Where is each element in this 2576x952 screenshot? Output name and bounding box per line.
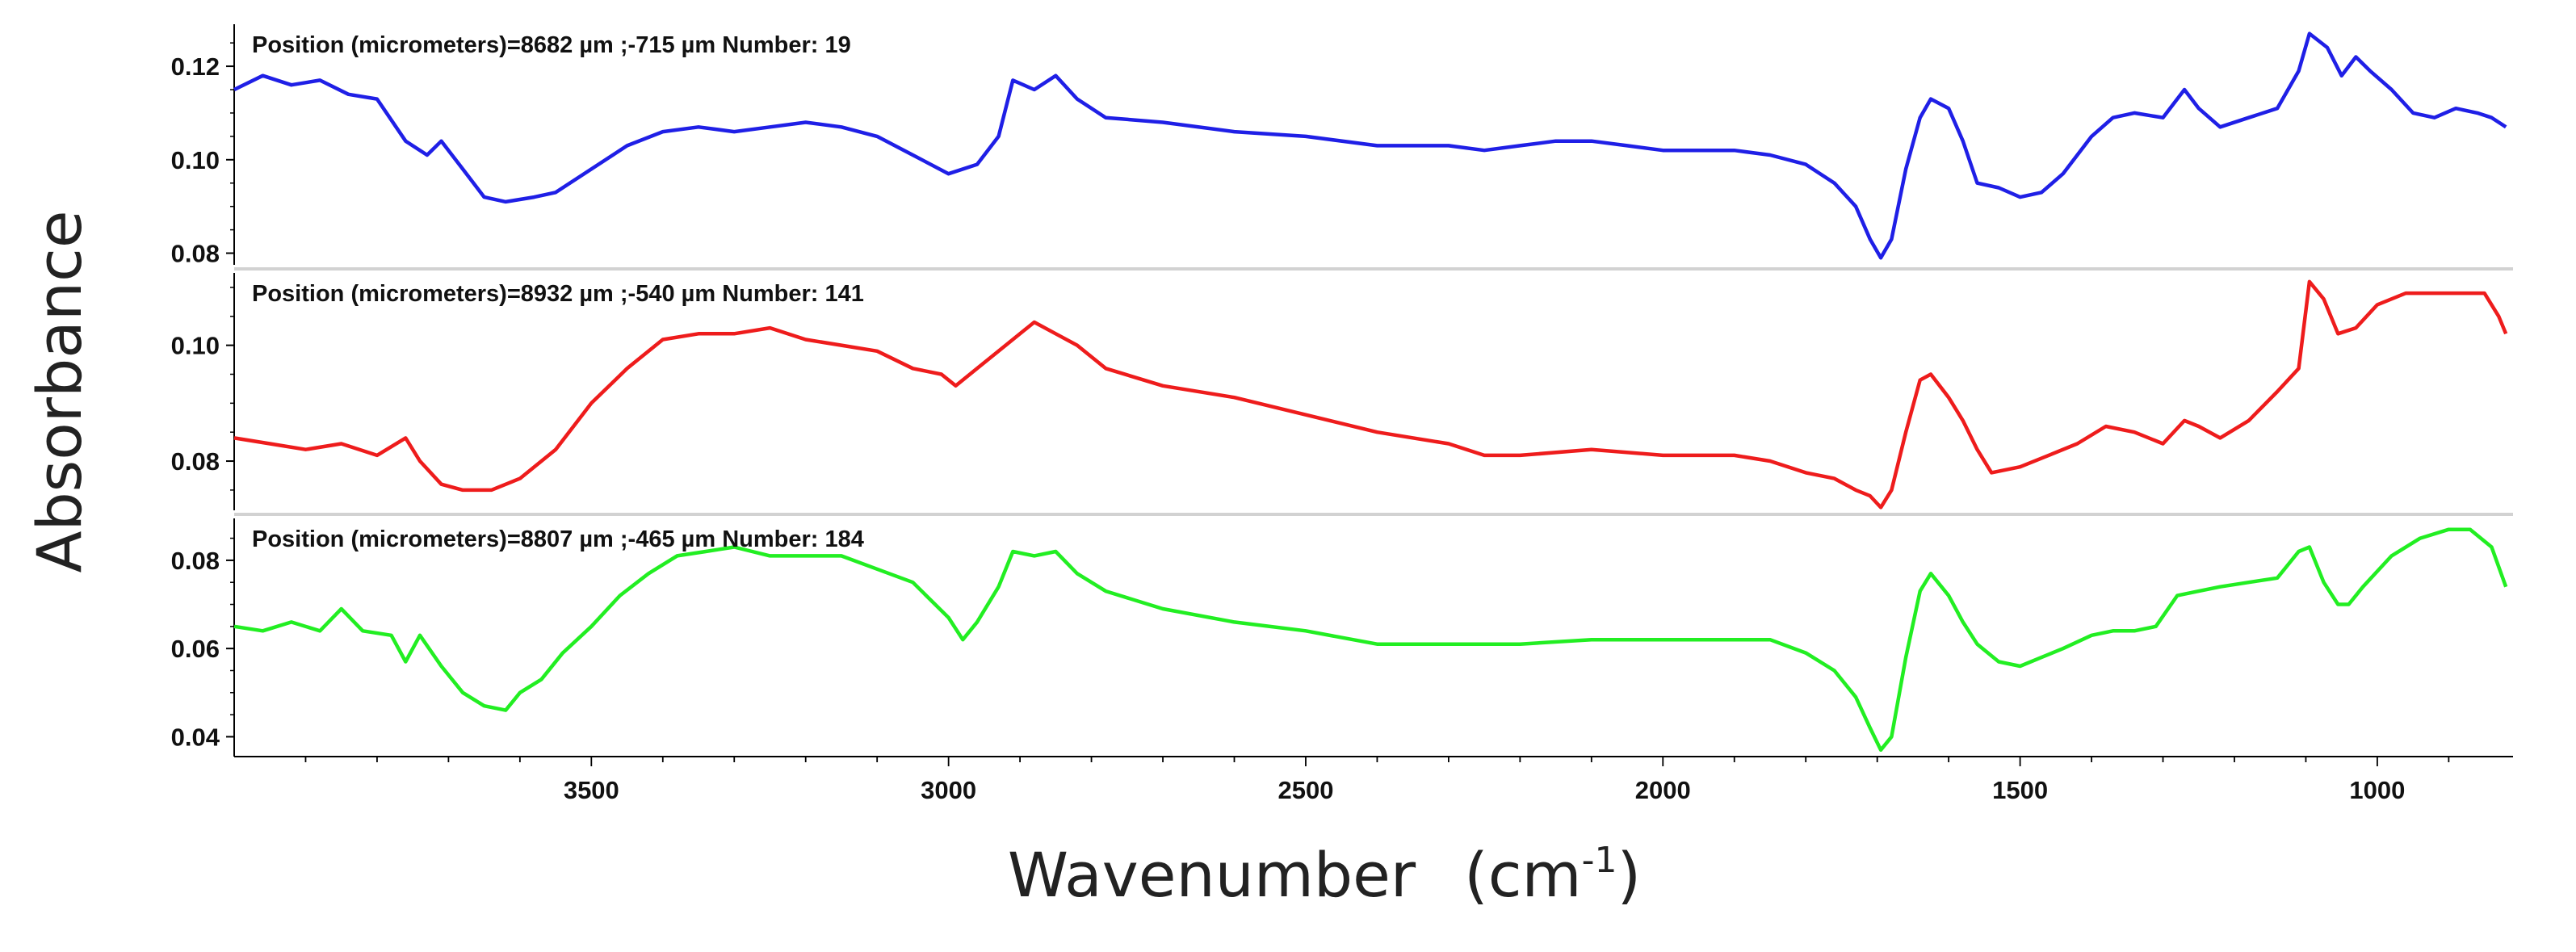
y-tick-label: 0.12 [171, 52, 220, 81]
panel-title: Position (micrometers)=8932 µm ;-540 µm … [252, 281, 864, 307]
x-axis-unit: (cm [1464, 839, 1581, 911]
series-line-spectrum-141 [233, 279, 2508, 510]
x-tick-label: 2000 [1635, 776, 1691, 804]
x-tick-label: 1000 [2349, 776, 2405, 804]
x-axis-label: Wavenumber (cm-1) [1008, 839, 1641, 911]
x-tick-label: 2500 [1278, 776, 1333, 804]
y-tick-label: 0.04 [171, 723, 220, 751]
y-tick-label: 0.08 [171, 240, 220, 268]
x-axis-unit-exponent: -1 [1582, 840, 1617, 881]
x-tick-label: 1500 [1992, 776, 2048, 804]
series-line-spectrum-184 [233, 527, 2508, 753]
x-tick-label: 3000 [921, 776, 976, 804]
y-tick-label: 0.06 [171, 635, 220, 663]
x-axis-unit-close: ) [1617, 839, 1641, 911]
y-tick-label: 0.10 [171, 146, 220, 174]
panel-spectrum-141: 0.08 0.10 Position (micrometers)=8932 µm ;… [171, 267, 2513, 510]
spectra-panels: 0.08 0.10 0.12 Position (micrometers)=8682 … [171, 24, 2513, 757]
panel-title: Position (micrometers)=8807 µm ;-465 µm … [252, 526, 864, 552]
y-tick-label: 0.08 [171, 447, 220, 476]
x-tick-label: 3500 [564, 776, 619, 804]
panel-title: Position (micrometers)=8682 µm ;-715 µm … [252, 32, 851, 58]
x-axis: 3500 3000 2500 2000 1500 1000 [234, 756, 2513, 804]
panel-spectrum-19: 0.08 0.10 0.12 Position (micrometers)=8682 … [171, 24, 2507, 268]
x-axis-label-text: Wavenumber [1008, 839, 1416, 911]
panel-spectrum-184: 0.04 0.06 0.08 Position (micrometers)=8807 … [171, 513, 2513, 757]
y-tick-label: 0.08 [171, 547, 220, 575]
y-tick-label: 0.10 [171, 332, 220, 360]
y-axis-label: Absorbance [23, 210, 95, 572]
series-line-spectrum-19 [233, 31, 2507, 260]
